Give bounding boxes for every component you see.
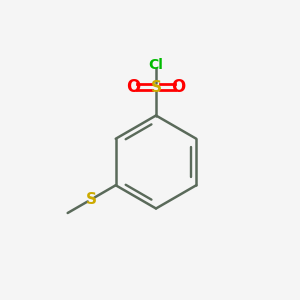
Text: O: O <box>171 78 186 96</box>
Text: Cl: Cl <box>148 58 164 71</box>
Text: S: S <box>151 80 161 94</box>
Text: S: S <box>85 192 97 207</box>
Text: O: O <box>126 78 141 96</box>
